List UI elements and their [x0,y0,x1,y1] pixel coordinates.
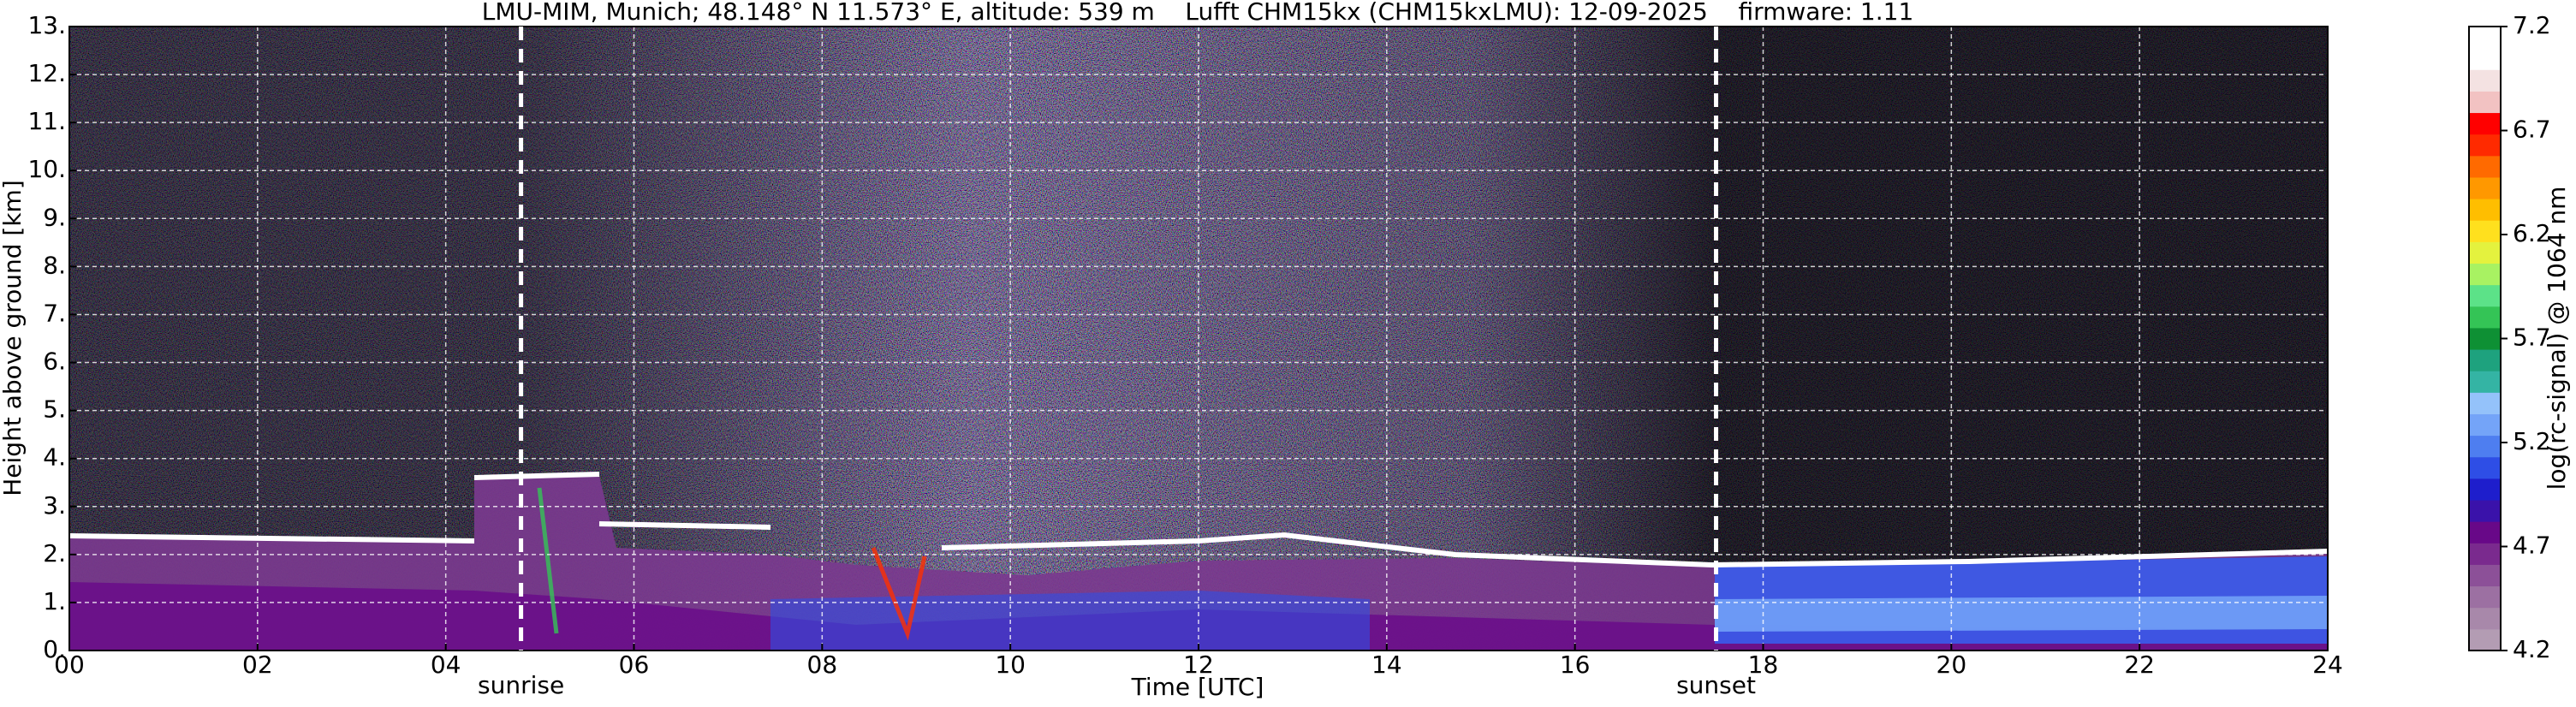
x-tick-label: 20 [1936,651,1967,679]
colorbar-swatch [2469,48,2501,70]
y-axis-label: Height above ground [km] [0,180,27,496]
y-tick-label: 10. [27,155,66,183]
y-tick-label: 7. [43,299,66,327]
annotation-label: sunrise [478,671,564,699]
colorbar-swatch [2469,585,2501,609]
colorbar-tick-label: 4.7 [2513,532,2551,560]
colorbar-swatch [2469,327,2501,350]
colorbar-swatch [2469,69,2501,92]
colorbar-tick-label: 6.2 [2513,219,2551,247]
x-tick-label: 06 [619,651,650,679]
x-tick-label: 16 [1560,651,1591,679]
colorbar-swatch [2469,500,2501,522]
x-tick-label: 12 [1183,651,1214,679]
colorbar-swatch [2469,435,2501,458]
x-tick-label: 14 [1371,651,1402,679]
colorbar-swatch [2469,564,2501,587]
aerosol-light [1715,596,2328,632]
annotation-label: sunset [1676,671,1756,699]
colorbar-swatch [2469,27,2501,49]
x-tick-label: 24 [2312,651,2343,679]
colorbar-swatch [2469,220,2501,242]
colorbar-tick-label: 5.7 [2513,324,2551,352]
colorbar-swatch [2469,306,2501,329]
colorbar-tick-label: 5.2 [2513,427,2551,455]
x-tick-label: 02 [242,651,273,679]
y-tick-label: 3. [43,491,66,520]
colorbar-swatch [2469,392,2501,414]
colorbar-tick-label: 7.2 [2513,11,2551,39]
x-tick-label: 10 [995,651,1026,679]
aerosol-blue [770,591,1370,651]
y-tick-label: 12. [27,59,66,87]
colorbar-swatch [2469,284,2501,307]
y-tick-label: 4. [43,443,66,472]
colorbar-swatch [2469,478,2501,501]
colorbar-swatch [2469,521,2501,544]
y-tick-label: 13. [27,11,66,39]
y-tick-label: 6. [43,348,66,376]
precip-streak [537,487,559,634]
colorbar-swatch [2469,628,2501,651]
y-tick-label: 11. [27,107,66,135]
x-tick-label: 04 [431,651,461,679]
colorbar-swatch [2469,112,2501,135]
x-tick-label: 08 [807,651,838,679]
colorbar-label: log(rc-signal) @ 1064 nm [2543,187,2571,490]
y-tick-label: 5. [43,395,66,424]
colorbar-swatch [2469,155,2501,178]
x-tick-label: 18 [1748,651,1779,679]
cloud-layer [68,472,2329,568]
y-tick-label: 0. [43,635,66,663]
colorbar-swatch [2469,349,2501,371]
colorbar-swatch [2469,456,2501,479]
x-tick-label: 00 [54,651,85,679]
chart-title: LMU-MIM, Munich; 48.148° N 11.573° E, al… [482,0,1914,26]
colorbar-swatch [2469,607,2501,630]
colorbar-tick-label: 6.7 [2513,116,2551,144]
precip-streak [871,547,927,641]
colorbar-swatch [2469,263,2501,286]
colorbar-swatch [2469,199,2501,221]
y-tick-label: 2. [43,539,66,567]
colorbar-swatch [2469,413,2501,437]
colorbar-tick-label: 4.2 [2513,635,2551,663]
colorbar-swatch [2469,371,2501,393]
x-axis-label: Time [UTC] [1131,673,1264,701]
colorbar-swatch [2469,543,2501,565]
x-tick-label: 22 [2124,651,2155,679]
colorbar-swatch [2469,176,2501,199]
colorbar-swatch [2469,134,2501,157]
y-tick-label: 8. [43,251,66,279]
colorbar-swatch [2469,241,2501,264]
colorbar-swatch [2469,91,2501,114]
y-tick-label: 9. [43,203,66,231]
y-tick-label: 1. [43,587,66,615]
